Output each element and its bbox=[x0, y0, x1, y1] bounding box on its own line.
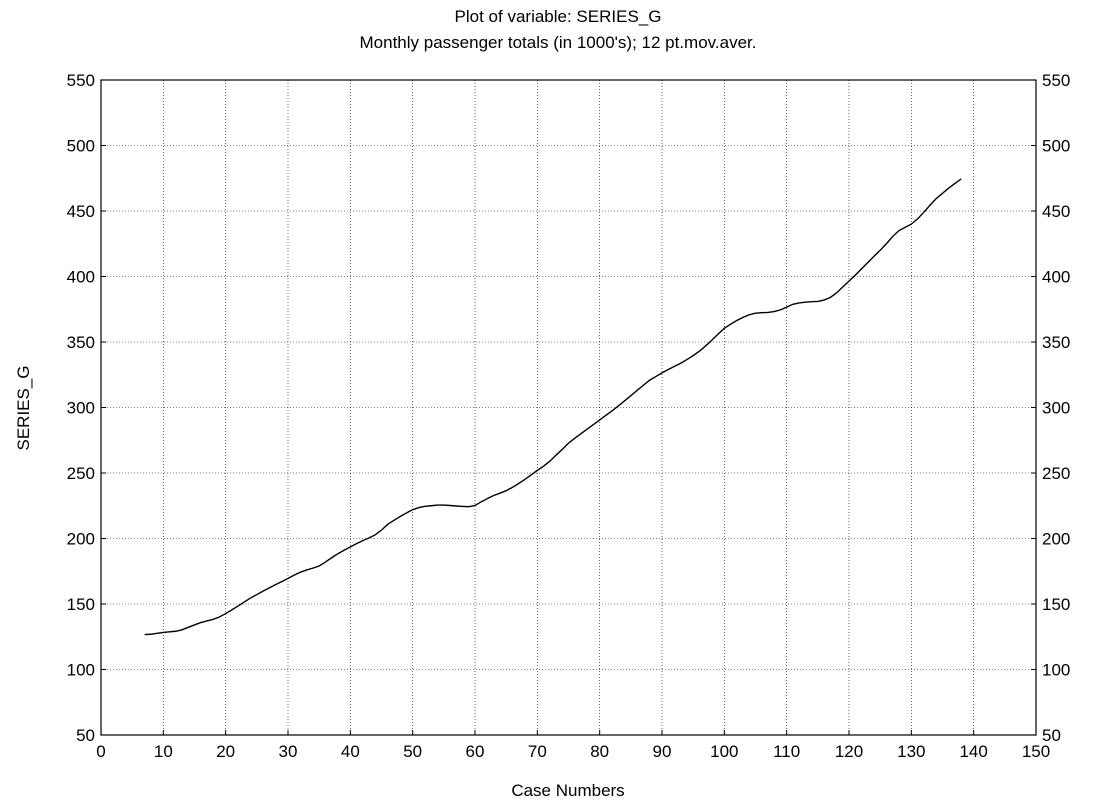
y-tick-label-left: 150 bbox=[67, 595, 95, 614]
y-tick-label-right: 200 bbox=[1042, 530, 1070, 549]
y-axis-label: SERIES_G bbox=[14, 365, 33, 450]
y-tick-label-left: 400 bbox=[67, 268, 95, 287]
x-tick-label: 0 bbox=[96, 742, 105, 761]
chart-subtitle: Monthly passenger totals (in 1000's); 12… bbox=[360, 33, 757, 52]
y-tick-label-right: 400 bbox=[1042, 268, 1070, 287]
y-tick-label-left: 300 bbox=[67, 399, 95, 418]
y-tick-label-left: 250 bbox=[67, 464, 95, 483]
x-tick-label: 50 bbox=[403, 742, 422, 761]
y-tick-label-left: 350 bbox=[67, 333, 95, 352]
y-tick-label-right: 300 bbox=[1042, 399, 1070, 418]
y-tick-label-right: 250 bbox=[1042, 464, 1070, 483]
y-tick-label-right: 450 bbox=[1042, 202, 1070, 221]
series-line bbox=[144, 178, 962, 636]
plot-area-frame bbox=[100, 79, 1037, 736]
y-tick-label-left: 500 bbox=[67, 137, 95, 156]
chart-title: Plot of variable: SERIES_G bbox=[455, 7, 662, 26]
y-tick-label-right: 350 bbox=[1042, 333, 1070, 352]
y-tick-label-left: 450 bbox=[67, 202, 95, 221]
x-tick-label: 70 bbox=[528, 742, 547, 761]
x-axis-label: Case Numbers bbox=[511, 781, 624, 800]
grid-lines bbox=[101, 80, 1036, 735]
x-tick-label: 30 bbox=[279, 742, 298, 761]
y-tick-label-right: 50 bbox=[1042, 726, 1061, 745]
y-tick-label-right: 100 bbox=[1042, 661, 1070, 680]
y-tick-label-left: 550 bbox=[67, 71, 95, 90]
x-tick-label: 110 bbox=[773, 742, 800, 761]
y-tick-label-left: 100 bbox=[67, 661, 95, 680]
x-tick-label: 100 bbox=[710, 742, 738, 761]
x-tick-label: 90 bbox=[653, 742, 672, 761]
y-tick-label-right: 550 bbox=[1042, 71, 1070, 90]
x-tick-label: 140 bbox=[959, 742, 987, 761]
y-tick-label-left: 200 bbox=[67, 530, 95, 549]
x-tick-label: 20 bbox=[216, 742, 235, 761]
x-tick-label: 130 bbox=[897, 742, 925, 761]
y-tick-label-right: 500 bbox=[1042, 137, 1070, 156]
y-tick-label-right: 150 bbox=[1042, 595, 1070, 614]
x-tick-label: 40 bbox=[341, 742, 360, 761]
x-tick-label: 60 bbox=[466, 742, 485, 761]
x-tick-label: 10 bbox=[154, 742, 173, 761]
x-tick-label: 150 bbox=[1022, 742, 1050, 761]
y-tick-label-left: 50 bbox=[76, 726, 95, 745]
x-tick-label: 80 bbox=[590, 742, 609, 761]
x-tick-label: 120 bbox=[835, 742, 863, 761]
